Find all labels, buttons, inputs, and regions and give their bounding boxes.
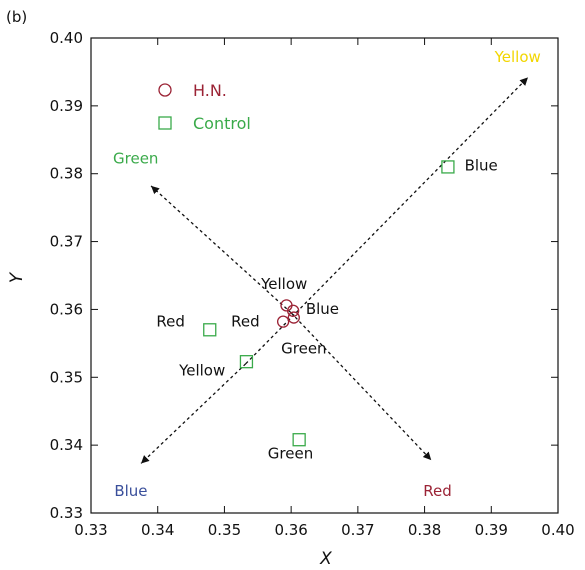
y-tick-label: 0.38 (50, 165, 83, 183)
x-axis: 0.33 0.34 0.35 0.36 0.37 0.38 0.39 0.40 (74, 38, 575, 539)
point-control (203, 323, 217, 337)
point-hn (287, 311, 300, 324)
y-axis: 0.33 0.34 0.35 0.36 0.37 0.38 0.39 0.40 (50, 29, 558, 522)
y-tick-label: 0.39 (50, 97, 83, 115)
x-tick-label: 0.40 (541, 521, 574, 539)
data-points (203, 160, 455, 447)
y-tick-label: 0.34 (50, 436, 83, 454)
x-axis-title: X (319, 549, 332, 569)
x-tick-label: 0.35 (208, 521, 241, 539)
annotation-label: Red (423, 482, 452, 500)
legend-label: H.N. (193, 81, 227, 100)
annotation-label: Blue (114, 482, 147, 500)
x-tick-label: 0.37 (341, 521, 374, 539)
annotation-label: Red (231, 312, 260, 330)
annotation-label: Yellow (494, 48, 541, 66)
annotation-label: Blue (465, 156, 498, 174)
annotation-label: Blue (306, 300, 339, 318)
dashed-arrow-line (140, 363, 247, 464)
annotation-label: Green (281, 340, 326, 358)
annotation-label: Yellow (178, 361, 225, 379)
point-control (292, 433, 306, 447)
legend-marker-hn (158, 83, 172, 97)
x-tick-label: 0.33 (74, 521, 107, 539)
legend-marker-control (158, 116, 172, 130)
point-control (441, 160, 455, 174)
y-axis-title: Y (7, 271, 27, 283)
dashed-arrow-line (290, 312, 432, 461)
annotation-label: Green (268, 445, 313, 463)
annotation-label: Yellow (260, 275, 307, 293)
color-axis-lines (140, 76, 529, 464)
annotation-label: Red (156, 312, 185, 330)
x-tick-label: 0.34 (141, 521, 174, 539)
color-annotations: Yellow Green Blue Yellow Blue Red Red Green Yell… (113, 48, 541, 500)
y-tick-label: 0.36 (50, 300, 83, 318)
y-tick-label: 0.37 (50, 233, 83, 251)
legend-label: Control (193, 114, 251, 133)
legend: H.N. Control (158, 81, 251, 133)
y-tick-label: 0.33 (50, 504, 83, 522)
x-tick-label: 0.36 (274, 521, 307, 539)
y-tick-label: 0.40 (50, 29, 83, 47)
panel-label: (b) (6, 8, 27, 26)
point-hn (276, 315, 290, 328)
annotation-label: Green (113, 150, 158, 168)
plot-border (90, 37, 559, 514)
point-hn (286, 304, 300, 317)
point-control (239, 355, 254, 369)
x-tick-label: 0.39 (475, 521, 508, 539)
x-tick-label: 0.38 (408, 521, 441, 539)
plot-frame (90, 37, 559, 514)
dashed-arrow-line (150, 185, 292, 314)
y-tick-label: 0.35 (50, 368, 83, 386)
